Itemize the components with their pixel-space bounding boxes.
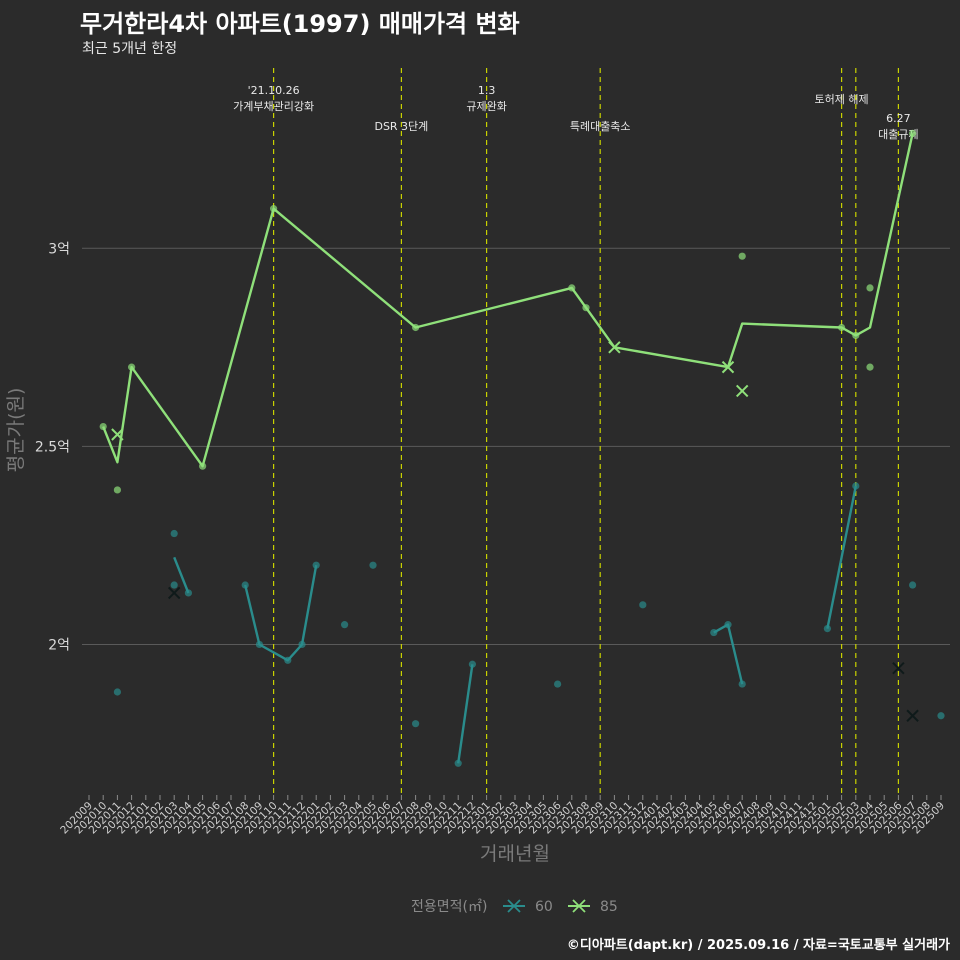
series-60-point bbox=[241, 581, 249, 589]
event-label: 토허제 해제 bbox=[815, 92, 869, 106]
series-60-point bbox=[639, 601, 647, 609]
series-85-point bbox=[270, 205, 278, 213]
series-85-point bbox=[568, 284, 576, 292]
series-60-point bbox=[909, 581, 917, 589]
series-85-point bbox=[412, 323, 420, 332]
series-60-line bbox=[713, 623, 744, 685]
series-85-point bbox=[852, 331, 860, 340]
legend-label-85: 85 bbox=[600, 899, 618, 915]
series-60-point bbox=[369, 561, 377, 569]
series-85-cancelled-marker bbox=[111, 428, 124, 441]
series-60-point bbox=[468, 660, 476, 668]
series-60-point bbox=[454, 759, 462, 767]
y-tick-label: 2억 bbox=[48, 637, 70, 653]
series-60-point bbox=[554, 680, 562, 688]
series-60-point bbox=[284, 656, 292, 664]
series-60-line bbox=[173, 556, 190, 594]
series-60-point bbox=[184, 589, 192, 597]
series-60-cancelled-marker bbox=[892, 662, 905, 675]
series-60-point bbox=[710, 628, 718, 637]
series-85-point bbox=[838, 323, 846, 332]
series-60-point bbox=[823, 625, 832, 633]
legend-label-60: 60 bbox=[535, 899, 553, 915]
series-85-cancelled-marker bbox=[721, 360, 735, 374]
series-85-point bbox=[113, 486, 121, 494]
series-60-line bbox=[826, 485, 857, 629]
series-85-point bbox=[99, 422, 107, 431]
series-60-point bbox=[298, 640, 306, 649]
series-60-point bbox=[113, 688, 121, 696]
series-60-cancelled-marker bbox=[906, 709, 919, 722]
legend-key-marker bbox=[572, 899, 586, 913]
series-60-point bbox=[852, 482, 860, 490]
series-85-cancelled-marker bbox=[608, 341, 621, 354]
series-60-point bbox=[255, 640, 263, 649]
series-85-line bbox=[102, 133, 914, 468]
event-label: 1.3 bbox=[478, 84, 496, 97]
series-60-point bbox=[170, 529, 178, 538]
y-tick-label: 2.5억 bbox=[35, 439, 70, 455]
series-85-point bbox=[199, 462, 207, 470]
event-label: 6.27 bbox=[886, 112, 911, 125]
legend-key-marker bbox=[507, 899, 521, 913]
series-60-point bbox=[312, 561, 320, 569]
legend-title: 전용면적(㎡) bbox=[411, 899, 487, 915]
series-85-point bbox=[909, 129, 917, 137]
series-60-point bbox=[412, 720, 420, 728]
series-85-point bbox=[582, 304, 590, 312]
event-label: 대출규제 bbox=[878, 128, 918, 141]
event-label: DSR 3단계 bbox=[374, 120, 428, 133]
series-85-cancelled-marker bbox=[735, 384, 749, 398]
x-axis-title: 거래년월 bbox=[480, 843, 550, 865]
event-label: 가계부채관리강화 bbox=[233, 100, 314, 113]
event-label: '21.10.26 bbox=[248, 84, 300, 97]
series-60-point bbox=[724, 621, 732, 629]
chart-title: 무거한라4차 아파트(1997) 매매가격 변화 bbox=[80, 10, 520, 38]
series-85-point bbox=[866, 363, 874, 371]
series-60-line bbox=[457, 664, 474, 764]
event-label: 규제완화 bbox=[466, 100, 506, 113]
series-60-cancelled-marker bbox=[167, 586, 181, 600]
chart-subtitle: 최근 5개년 한정 bbox=[82, 41, 178, 57]
series-85-point bbox=[866, 284, 874, 292]
series-60-point bbox=[341, 621, 349, 629]
footer-credit: ©디아파트(dapt.kr) / 2025.09.16 / 자료=국토교통부 실… bbox=[566, 938, 950, 953]
series-60-point bbox=[170, 581, 178, 589]
series-85-point bbox=[128, 363, 136, 371]
y-axis-title: 평균가(원) bbox=[5, 388, 27, 473]
series-60-point bbox=[937, 712, 945, 720]
series-60-line bbox=[244, 564, 318, 662]
series-60-point bbox=[738, 680, 746, 688]
series-85-point bbox=[738, 252, 746, 260]
y-tick-label: 3억 bbox=[48, 241, 70, 257]
event-label: 특례대출축소 bbox=[570, 120, 631, 133]
